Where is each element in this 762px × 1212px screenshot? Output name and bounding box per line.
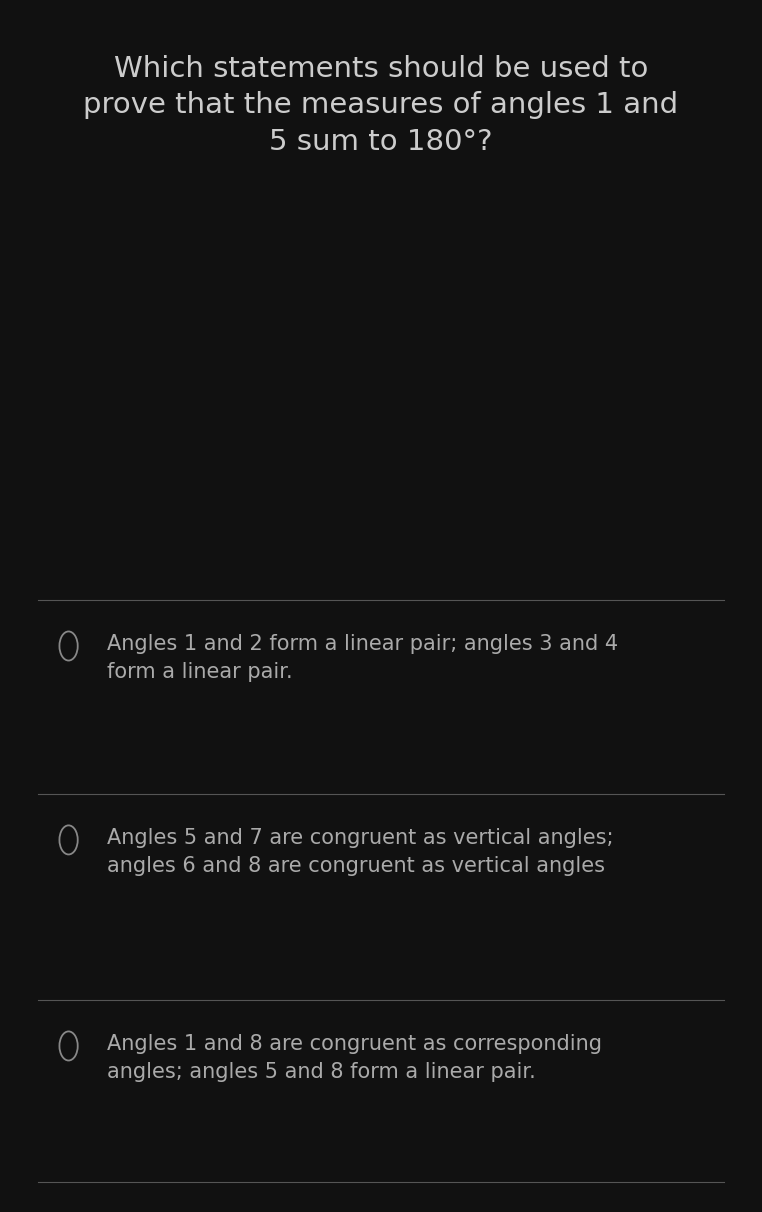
Text: Angles 1 and 2 form a linear pair; angles 3 and 4
form a linear pair.: Angles 1 and 2 form a linear pair; angle… (107, 634, 618, 682)
Text: 4: 4 (519, 366, 532, 385)
Text: 3: 3 (519, 314, 532, 333)
Text: 2: 2 (486, 314, 499, 333)
Text: 1: 1 (486, 366, 499, 385)
Text: Angles 1 and 8 are congruent as corresponding
angles; angles 5 and 8 form a line: Angles 1 and 8 are congruent as correspo… (107, 1034, 602, 1082)
Text: Angles 5 and 7 are congruent as vertical angles;
angles 6 and 8 are congruent as: Angles 5 and 7 are congruent as vertical… (107, 828, 613, 876)
Text: 8: 8 (326, 491, 339, 510)
Text: 7: 7 (359, 491, 372, 510)
Text: 5: 5 (326, 439, 339, 458)
Text: Which statements should be used to
prove that the measures of angles 1 and
5 sum: Which statements should be used to prove… (83, 55, 679, 156)
Text: 6: 6 (359, 439, 372, 458)
